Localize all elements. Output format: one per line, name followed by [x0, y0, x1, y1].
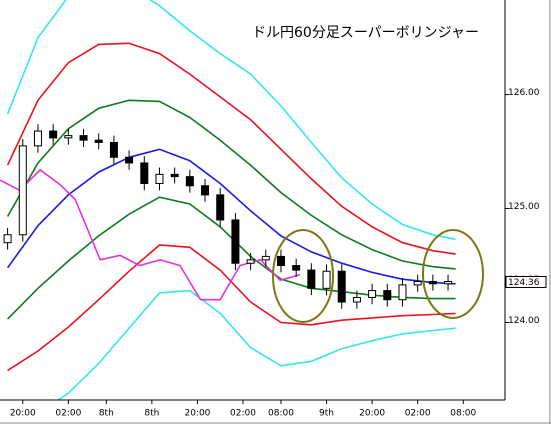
candle-body [383, 290, 392, 301]
candle-body [64, 135, 73, 139]
candle-body [125, 156, 134, 164]
y-tick-label: 126.00 [508, 88, 540, 98]
x-tick-label: 02:00 [405, 409, 431, 419]
band-line [6, 42, 456, 255]
candle-body [398, 284, 407, 301]
x-tick-label: 08:00 [268, 409, 294, 419]
candle-body [94, 139, 103, 143]
x-tick-label: 20:00 [10, 409, 36, 419]
band-line [6, 0, 456, 241]
band-line [6, 99, 456, 270]
highlight-ellipse [272, 229, 334, 323]
chart-title: ドル円60分足スーパーボリンジャー [252, 25, 479, 41]
candle-body [368, 290, 377, 298]
plot-area [0, 0, 456, 400]
candle-body [413, 280, 422, 286]
candle-body [33, 130, 42, 147]
candle-body [216, 194, 225, 221]
title-box [245, 18, 460, 48]
candle-body [185, 176, 194, 187]
candle-body [292, 265, 301, 271]
candle-body [444, 280, 453, 285]
candle-body [337, 270, 346, 303]
x-tick-label: 02:00 [230, 409, 256, 419]
band-line [6, 148, 456, 285]
band-line [7, 244, 456, 372]
candle-body [307, 269, 316, 289]
x-tick-label: 08:00 [450, 409, 476, 419]
x-tick-label: 9th [319, 409, 334, 419]
last-price-label: 124.36 [508, 278, 540, 288]
candle-body [428, 280, 437, 285]
x-tick-label: 8th [99, 409, 114, 419]
x-tick-label: 20:00 [184, 409, 210, 419]
candle-body [322, 270, 331, 289]
x-tick-label: 20:00 [359, 409, 385, 419]
candle-body [231, 219, 240, 264]
candle-body [276, 255, 285, 267]
y-tick-label: 124.00 [508, 316, 540, 326]
last-price-box [505, 275, 547, 288]
candle-body [201, 185, 210, 196]
candle-body [140, 162, 149, 184]
candle-body [246, 259, 255, 264]
candle-body [155, 173, 164, 184]
band-line [56, 289, 456, 400]
candle-body [352, 296, 361, 303]
candle-body [3, 234, 12, 244]
y-tick-label: 125.00 [508, 202, 540, 212]
candle-body [49, 130, 58, 139]
candle-body [261, 255, 270, 261]
x-tick-label: 02:00 [55, 409, 81, 419]
candle-body [79, 135, 88, 141]
candle-body [109, 141, 118, 158]
candle-body [170, 173, 179, 178]
highlight-ellipse [422, 229, 484, 319]
x-tick-label: 8th [144, 409, 159, 419]
candle-body [18, 145, 27, 236]
